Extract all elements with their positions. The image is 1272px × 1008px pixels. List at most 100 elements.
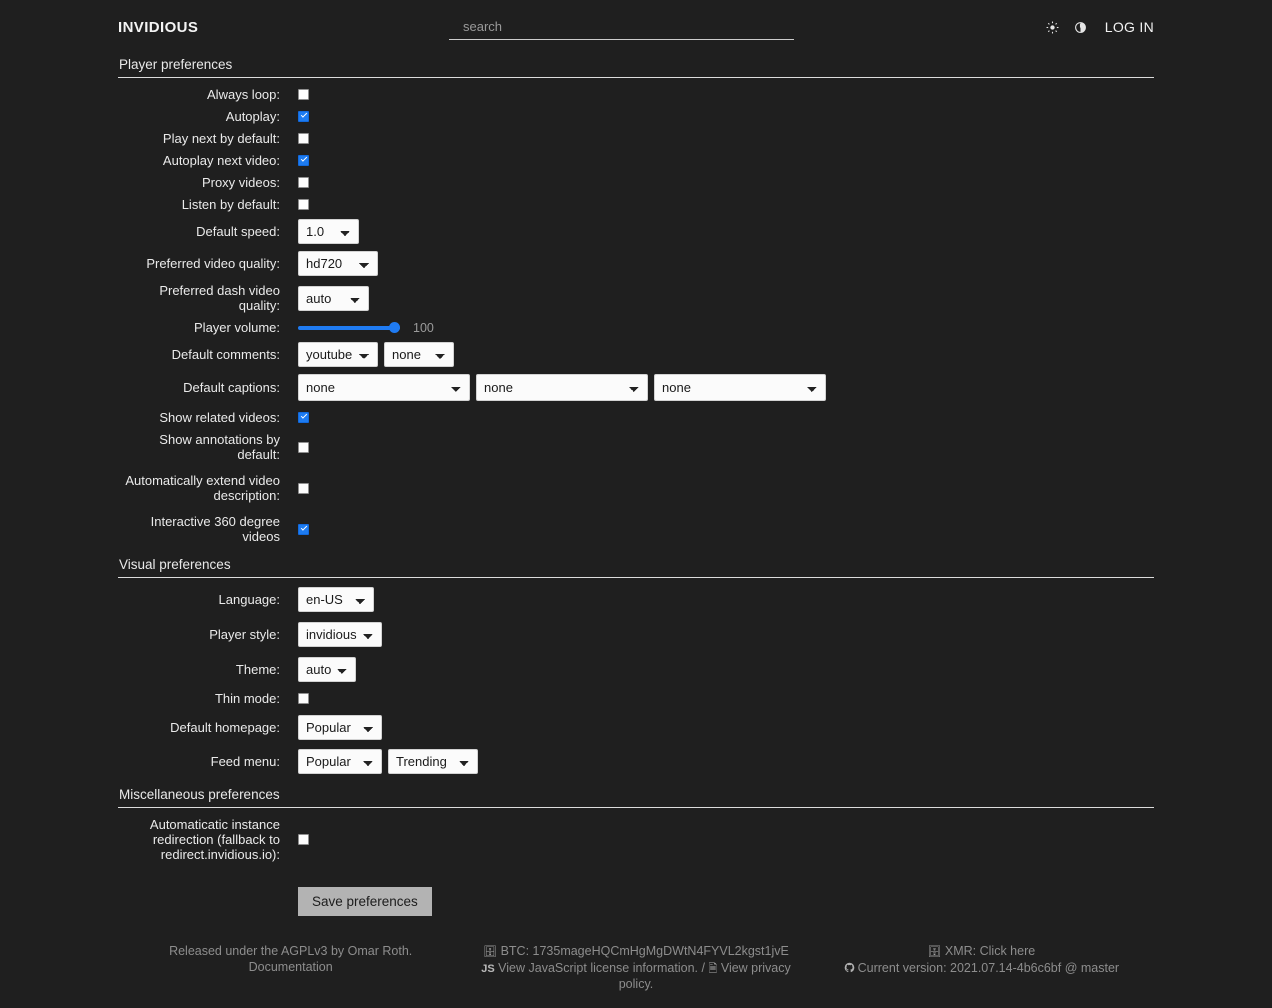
select-comments-fallback[interactable]: none: [384, 342, 454, 367]
checkbox-play-next[interactable]: [298, 133, 309, 144]
pref-row-autoplay: Autoplay:: [118, 109, 1154, 124]
checkbox-annotations[interactable]: [298, 441, 309, 453]
footer-version-link[interactable]: Current version: 2021.07.14-4b6c6bf @ ma…: [857, 960, 1120, 975]
footer-separator: /: [701, 960, 705, 975]
gear-icon[interactable]: [1073, 20, 1088, 35]
label-default-homepage: Default homepage:: [170, 720, 280, 735]
pref-row-interactive-360: Interactive 360 degree videos: [118, 514, 1154, 544]
pref-row-volume: Player volume: 100: [118, 320, 1154, 335]
select-language[interactable]: en-US: [298, 587, 374, 612]
pref-row-default-speed: Default speed: 1.0: [118, 219, 1154, 244]
footer-documentation-link[interactable]: Documentation: [248, 959, 333, 974]
save-preferences-button[interactable]: Save preferences: [298, 887, 432, 916]
select-preferred-quality[interactable]: hd720: [298, 251, 378, 276]
footer-license-text: Released under the AGPLv3 by Omar Roth.: [169, 944, 413, 958]
checkbox-always-loop[interactable]: [298, 89, 309, 100]
checkbox-interactive-360[interactable]: [298, 523, 309, 535]
select-captions-1[interactable]: none: [298, 374, 470, 401]
label-related-videos: Show related videos:: [159, 410, 280, 425]
checkbox-related-videos[interactable]: [298, 412, 309, 423]
preferences-page: Player preferences Always loop: Autoplay…: [0, 54, 1272, 916]
label-auto-redirect: Automaticatic instance redirection (fall…: [149, 817, 280, 862]
footer-xmr-line: 🗄 XMR: Click here: [817, 944, 1146, 961]
footer-col-donate: 🗄 BTC: 1735mageHQCmHgMgDWtN4FYVL2kgst1jv…: [463, 944, 808, 993]
checkbox-extend-description[interactable]: [298, 482, 309, 494]
select-player-style[interactable]: invidious: [298, 622, 382, 647]
pref-row-listen: Listen by default:: [118, 197, 1154, 212]
pref-row-proxy: Proxy videos:: [118, 175, 1154, 190]
navbar-actions: LOG IN: [1045, 19, 1154, 35]
pref-row-autoplay-next: Autoplay next video:: [118, 153, 1154, 168]
pref-row-extend-description: Automatically extend video description:: [118, 473, 1154, 503]
page-footer: Released under the AGPLv3 by Omar Roth. …: [0, 916, 1272, 993]
slider-player-volume[interactable]: [298, 321, 400, 334]
section-title-visual: Visual preferences: [118, 554, 1154, 578]
label-listen-default: Listen by default:: [181, 197, 280, 212]
section-title-player: Player preferences: [118, 54, 1154, 78]
label-preferred-quality: Preferred video quality:: [146, 256, 280, 271]
pref-row-always-loop: Always loop:: [118, 87, 1154, 102]
select-captions-2[interactable]: none: [476, 374, 648, 401]
select-preferred-dash-quality[interactable]: auto: [298, 285, 369, 311]
select-captions-3[interactable]: none: [654, 374, 826, 401]
label-annotations: Show annotations by default:: [159, 432, 280, 462]
brand-logo[interactable]: INVIDIOUS: [118, 18, 199, 36]
checkbox-listen-default[interactable]: [298, 199, 309, 210]
select-feed-menu-2[interactable]: Trending: [388, 749, 478, 774]
label-thin-mode: Thin mode:: [214, 691, 280, 706]
label-theme: Theme:: [235, 662, 280, 677]
label-player-volume: Player volume:: [194, 320, 280, 335]
pref-row-language: Language: en-US: [118, 587, 1154, 612]
login-link[interactable]: LOG IN: [1104, 19, 1154, 35]
checkbox-autoplay[interactable]: [298, 111, 309, 122]
wallet-icon-btc: 🗄: [483, 946, 498, 958]
sun-icon[interactable]: [1045, 20, 1060, 35]
select-comments-primary[interactable]: youtube: [298, 342, 378, 367]
checkbox-autoplay-next[interactable]: [298, 155, 309, 166]
footer-js-license-link[interactable]: View JavaScript license information.: [498, 960, 699, 975]
js-badge-icon: JS: [481, 962, 495, 975]
player-volume-value: 100: [413, 320, 434, 335]
pref-row-default-comments: Default comments: youtube none: [118, 342, 1154, 367]
label-preferred-dash: Preferred dash video quality:: [159, 283, 280, 313]
checkbox-thin-mode[interactable]: [298, 693, 309, 704]
search-container: [198, 14, 1044, 40]
label-feed-menu: Feed menu:: [210, 754, 280, 769]
label-extend-description: Automatically extend video description:: [125, 473, 280, 503]
save-row: Save preferences: [118, 887, 1154, 916]
search-input[interactable]: [449, 14, 794, 40]
select-default-speed[interactable]: 1.0: [298, 219, 359, 244]
footer-version-line: Current version: 2021.07.14-4b6c6bf @ ma…: [817, 961, 1146, 978]
select-default-homepage[interactable]: Popular: [298, 715, 382, 740]
label-player-style: Player style:: [209, 627, 280, 642]
pref-row-player-style: Player style: invidious: [118, 622, 1154, 647]
pref-row-auto-redirect: Automaticatic instance redirection (fall…: [118, 817, 1154, 862]
pref-row-thin-mode: Thin mode:: [118, 691, 1154, 706]
footer-col-version: 🗄 XMR: Click here Current version: 2021.…: [809, 944, 1154, 993]
footer-privacy-link[interactable]: View privacy policy.: [618, 960, 791, 992]
top-navbar: INVIDIOUS LOG I: [0, 0, 1272, 54]
label-default-speed: Default speed:: [196, 224, 280, 239]
select-feed-menu-1[interactable]: Popular: [298, 749, 382, 774]
section-title-misc: Miscellaneous preferences: [118, 784, 1154, 808]
footer-btc-link[interactable]: BTC: 1735mageHQCmHgMgDWtN4FYVL2kgst1jvE: [500, 944, 789, 958]
label-always-loop: Always loop:: [207, 87, 280, 102]
label-autoplay: Autoplay:: [225, 109, 280, 124]
select-theme[interactable]: auto: [298, 657, 356, 682]
footer-xmr-link[interactable]: XMR: Click here: [944, 944, 1036, 958]
checkbox-proxy-videos[interactable]: [298, 177, 309, 188]
label-language: Language:: [218, 592, 280, 607]
label-play-next: Play next by default:: [162, 131, 280, 146]
footer-js-line: JS View JavaScript license information. …: [471, 961, 800, 993]
pref-row-preferred-dash: Preferred dash video quality: auto: [118, 283, 1154, 313]
pref-row-annotations: Show annotations by default:: [118, 432, 1154, 462]
label-proxy-videos: Proxy videos:: [201, 175, 280, 190]
pref-row-play-next: Play next by default:: [118, 131, 1154, 146]
wallet-icon-xmr: 🗄: [927, 946, 942, 958]
footer-col-license: Released under the AGPLv3 by Omar Roth. …: [118, 944, 463, 993]
document-icon: 🗎: [708, 962, 718, 975]
pref-row-default-captions: Default captions: none none none: [118, 374, 1154, 401]
checkbox-auto-redirect[interactable]: [298, 834, 309, 845]
pref-row-preferred-quality: Preferred video quality: hd720: [118, 251, 1154, 276]
pref-row-theme: Theme: auto: [118, 657, 1154, 682]
